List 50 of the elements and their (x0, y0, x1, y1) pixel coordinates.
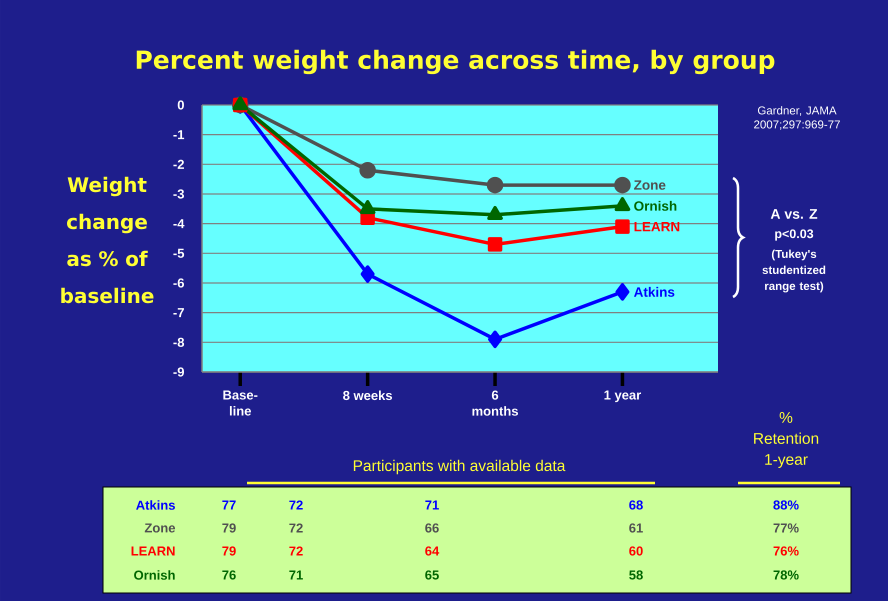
text: 72 (289, 500, 303, 510)
y-tick-label: -9 (173, 367, 184, 377)
text: p<0.03 (775, 229, 814, 241)
y-tick-label: -8 (173, 338, 184, 347)
y-tick-label: -5 (173, 248, 184, 258)
text: 76 (222, 570, 236, 580)
y-tick-label: -3 (173, 189, 184, 199)
y-tick-label: -1 (173, 130, 184, 140)
x-tick-label: 1 year (604, 390, 642, 402)
y-axis-title: Weight change as % of baseline (61, 176, 154, 304)
series-label: LEARN (634, 222, 680, 232)
text: 71 (425, 500, 439, 510)
text: (Tukey's studentized range test) (762, 250, 826, 292)
x-tick-label: 8 weeks (343, 390, 392, 400)
series-label: Zone (634, 180, 666, 190)
chart-title: Percent weight change across time, by group (136, 50, 774, 74)
text: 77 (222, 500, 236, 510)
text: 65 (425, 570, 439, 580)
text: 66 (425, 523, 439, 533)
text: 78% (774, 570, 799, 580)
text: 77% (774, 523, 799, 533)
text: Zone (144, 523, 176, 533)
y-tick-label: -2 (173, 160, 184, 169)
x-tick-label: 6 months (472, 390, 518, 416)
text: 72 (289, 546, 303, 556)
text: 58 (629, 570, 643, 580)
text: Atkins (136, 500, 175, 510)
y-tick-label: -6 (173, 278, 184, 288)
text: 79 (222, 523, 236, 533)
text: A vs. Z (770, 209, 818, 219)
text: 68 (629, 500, 643, 510)
x-tick-label: Base- line (223, 390, 258, 416)
y-tick-label: -4 (173, 219, 184, 228)
text: 61 (629, 523, 643, 533)
text: 72 (289, 523, 303, 533)
text: 64 (425, 546, 440, 556)
text: 79 (222, 546, 236, 556)
text: 71 (289, 570, 303, 580)
text: LEARN (132, 546, 175, 556)
text: 76% (774, 546, 799, 556)
text: Ornish (134, 570, 175, 580)
y-tick-label: 0 (178, 100, 184, 110)
text: 60 (629, 546, 643, 556)
text: 88% (773, 500, 799, 510)
y-tick-label: -7 (173, 308, 184, 318)
text: Participants with available data (354, 460, 566, 474)
text: % Retention 1-year (754, 412, 818, 468)
series-label: Atkins (634, 286, 674, 297)
series-label: Ornish (634, 200, 676, 211)
text: Gardner, JAMA 2007;297:969-77 (754, 106, 840, 130)
